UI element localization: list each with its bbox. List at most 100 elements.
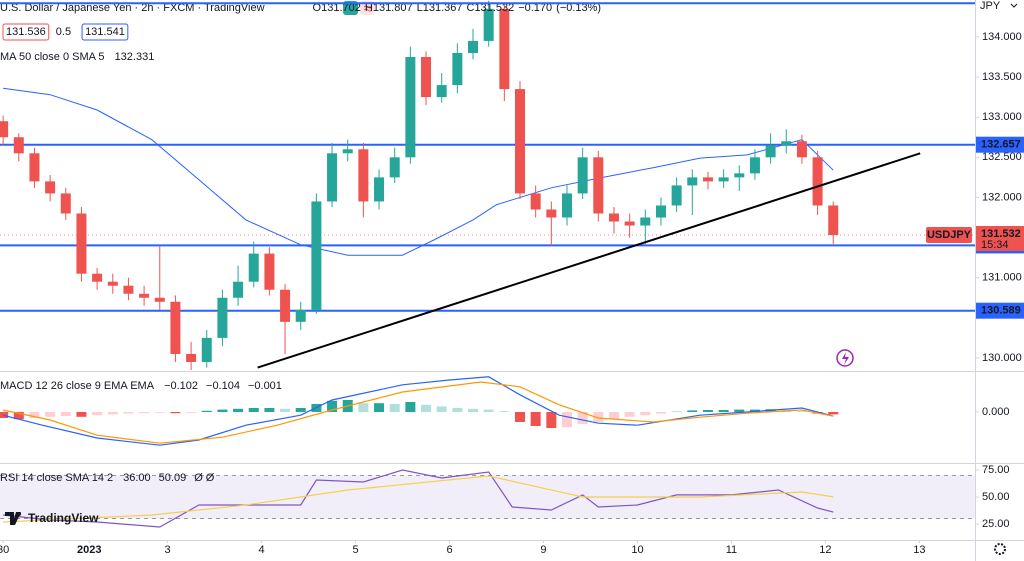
indicator-value: 36.00	[123, 472, 151, 484]
histogram-bar	[29, 412, 40, 418]
x-tick-label: 9	[540, 544, 546, 556]
axes: 134.000 133.500 133.000 132.500 132.000 131.0…	[0, 31, 1024, 556]
histogram-bar	[327, 400, 338, 412]
spread: 0.5	[56, 26, 71, 38]
candle-body	[624, 221, 635, 226]
candle-body	[311, 201, 322, 310]
histogram-bar	[828, 412, 839, 415]
histogram-bar	[358, 403, 369, 412]
sell-price: 131.536	[6, 26, 46, 38]
x-tick-label: 4	[259, 544, 265, 556]
ohlc-prefix: O	[313, 2, 322, 14]
indicator-value: 132.331	[115, 51, 155, 63]
symbol-tag-box	[926, 227, 972, 244]
candle-body	[170, 301, 181, 354]
candle-body	[734, 173, 745, 178]
histogram-bar	[593, 412, 604, 422]
moving-average-line	[3, 87, 834, 256]
histogram-bar	[561, 412, 572, 428]
rsi-pane	[0, 469, 975, 528]
y-tick-label: 131.000	[982, 272, 1022, 284]
candle-body	[107, 281, 118, 286]
x-tick-label: 30	[0, 544, 9, 556]
candle-body	[515, 89, 525, 194]
candle-body	[702, 177, 713, 182]
candle-body	[358, 149, 369, 202]
histogram-bar	[248, 408, 259, 412]
histogram-bar	[640, 412, 651, 416]
histogram-bar	[217, 409, 228, 412]
candle-body	[29, 153, 40, 182]
histogram-bar	[702, 410, 713, 412]
y-tick-label: 0.000	[982, 406, 1010, 418]
candle-body	[577, 157, 588, 194]
histogram-bar	[405, 402, 416, 412]
legends: U.S. Dollar / Japanese Yen · 2h · FXCM ·…	[0, 1, 601, 484]
candle-body	[796, 141, 807, 158]
dropdown-arrow	[1010, 3, 1018, 8]
ohlc-value: (−0.13%)	[556, 2, 601, 14]
candle-body	[593, 157, 604, 214]
histogram-bar	[60, 412, 71, 416]
candle-body	[687, 177, 698, 186]
currency-label[interactable]: JPY	[980, 0, 1001, 12]
indicator-title: RSI 14 close SMA 14 2	[0, 472, 113, 484]
indicator-value: 50.09	[159, 472, 187, 484]
candle-body	[671, 185, 682, 206]
indicator-value: −0.104	[206, 380, 240, 392]
histogram-bar	[421, 404, 432, 412]
histogram-bar	[92, 412, 103, 416]
histogram-bar	[45, 412, 56, 417]
indicator-value: −0.001	[248, 380, 282, 392]
candle-body	[280, 289, 291, 322]
y-tick-label: 50.00	[982, 491, 1010, 503]
candle-body	[655, 205, 666, 218]
histogram-bar	[107, 412, 118, 415]
indicator-name: MA 50 close 0 SMA 5	[0, 51, 105, 63]
lightning-button[interactable]	[836, 349, 854, 367]
histogram-bar	[546, 412, 557, 428]
histogram-bar	[749, 409, 760, 412]
candle-body	[374, 177, 385, 202]
branding: TradingView	[5, 511, 99, 525]
settings-button[interactable]	[994, 543, 1006, 555]
y-tick-label: 130.000	[982, 352, 1022, 364]
x-tick-label: 3	[165, 544, 171, 556]
ohlc-prefix: L	[417, 2, 423, 14]
candle-body	[718, 177, 729, 182]
histogram-bar	[264, 408, 275, 412]
ohlc-value: −0.170	[518, 2, 552, 14]
price-pane	[0, 0, 975, 370]
candle-body	[828, 205, 839, 236]
histogram-bar	[796, 411, 807, 412]
histogram-bar	[123, 412, 134, 414]
visibility-button[interactable]	[343, 1, 358, 15]
logo-text: TradingView	[28, 511, 99, 525]
indicator-title: MACD 12 26 close 9 EMA EMA	[0, 380, 155, 392]
histogram-bar	[186, 412, 197, 413]
alert-button[interactable]	[360, 1, 375, 15]
candle-body	[389, 157, 400, 178]
level-label: 132.657	[981, 139, 1021, 151]
histogram-bar	[139, 412, 150, 414]
logo-dot	[17, 512, 21, 516]
ohlc-value: 131.532	[474, 2, 514, 14]
y-tick-label: 132.500	[982, 151, 1022, 163]
candle-body	[248, 253, 259, 282]
candle-body	[13, 137, 24, 154]
candle-body	[640, 217, 651, 226]
last-price-label: 131.532	[981, 228, 1021, 240]
buy-price-box	[81, 23, 129, 41]
histogram-bar	[233, 408, 244, 412]
histogram-bar	[389, 404, 400, 412]
ohlc-value: 131.367	[423, 2, 463, 14]
candle-body	[452, 52, 463, 86]
y-tick-label: 25.00	[982, 518, 1010, 530]
histogram-bar	[499, 411, 510, 412]
histogram-bar	[374, 403, 385, 412]
symbol-tag: USDJPY	[927, 229, 972, 241]
candle-body	[421, 56, 432, 98]
histogram-bar	[295, 408, 306, 412]
histogram-bar	[530, 412, 541, 426]
